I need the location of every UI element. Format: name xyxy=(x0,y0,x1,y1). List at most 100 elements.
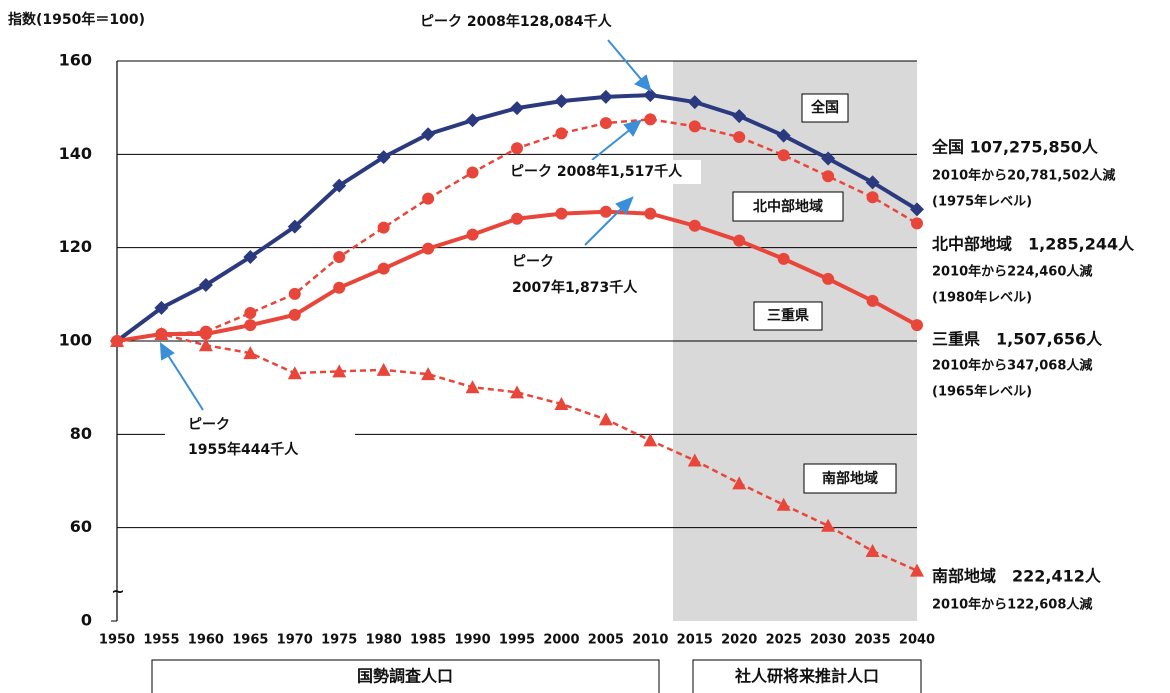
marker xyxy=(244,319,257,332)
marker xyxy=(688,219,701,232)
marker xyxy=(154,327,169,340)
arrow xyxy=(165,351,204,411)
x-tick-label: 2000 xyxy=(543,633,579,648)
annotation: ピーク xyxy=(512,254,554,270)
legend-label: 全国 xyxy=(810,99,839,116)
arrow xyxy=(607,39,646,85)
arrows xyxy=(159,39,652,411)
marker xyxy=(333,251,346,263)
end-label: (1980年レベル) xyxy=(932,290,1032,306)
period-label: 国勢調査人口 xyxy=(357,667,453,686)
marker xyxy=(421,367,436,381)
marker xyxy=(866,294,879,307)
marker xyxy=(511,142,523,155)
marker xyxy=(598,89,613,104)
marker xyxy=(199,328,212,340)
marker xyxy=(732,476,747,490)
marker xyxy=(332,178,347,193)
marker xyxy=(198,338,213,352)
x-tick-label: 2005 xyxy=(588,633,624,648)
marker xyxy=(910,563,924,577)
marker xyxy=(599,117,612,130)
marker xyxy=(377,262,390,275)
marker xyxy=(511,212,523,225)
marker xyxy=(644,207,657,220)
marker xyxy=(732,109,747,124)
legend-box xyxy=(753,301,823,331)
marker xyxy=(554,94,569,109)
end-label: 北中部地域 1,285,244人 xyxy=(932,235,1135,254)
x-tick-label: 2040 xyxy=(899,633,935,648)
period-label: 社人研将来推計人口 xyxy=(734,667,879,686)
x-tick-label: 1980 xyxy=(366,633,402,648)
marker xyxy=(465,113,480,128)
marker xyxy=(911,319,923,332)
x-tick-label: 1960 xyxy=(188,633,224,648)
x-tick-label: 1990 xyxy=(454,633,490,648)
x-tick-label: 1995 xyxy=(499,633,535,648)
marker xyxy=(377,221,390,234)
marker xyxy=(422,192,435,205)
arrow-head xyxy=(634,74,652,92)
legend-label: 南部地域 xyxy=(822,470,878,487)
legend-label: 三重県 xyxy=(767,307,809,324)
marker xyxy=(287,219,302,234)
marker xyxy=(376,362,391,376)
annotation: 1955年444千人 xyxy=(188,441,299,458)
marker xyxy=(644,113,657,126)
y-tick-label: 160 xyxy=(59,51,92,70)
marker xyxy=(510,385,524,399)
x-tick-label: 2035 xyxy=(854,633,890,648)
marker xyxy=(465,380,480,394)
marker xyxy=(777,252,790,265)
marker xyxy=(288,308,301,321)
marker xyxy=(910,202,924,217)
marker xyxy=(333,281,346,294)
marker xyxy=(822,272,835,285)
x-tick-label: 2030 xyxy=(810,633,846,648)
marker xyxy=(421,127,436,142)
marker xyxy=(776,497,791,511)
annotation: 2007年1,873千人 xyxy=(512,279,638,296)
marker xyxy=(598,412,613,426)
marker xyxy=(821,151,836,166)
y-tick-label: 80 xyxy=(70,424,92,443)
y-tick-label: 100 xyxy=(59,331,92,350)
x-tick-label: 2015 xyxy=(677,633,713,648)
x-tick-label: 1970 xyxy=(277,633,313,648)
marker xyxy=(911,217,923,230)
y-tick-label: 60 xyxy=(70,517,92,536)
end-label: 2010年から224,460人減 xyxy=(932,264,1092,280)
arrow-head xyxy=(159,341,175,361)
legend-box xyxy=(803,463,897,494)
y-tick-label: 0 xyxy=(81,611,92,630)
marker xyxy=(822,170,835,183)
marker xyxy=(466,166,479,179)
marker xyxy=(865,175,880,190)
marker xyxy=(510,101,524,116)
end-label: 南部地域 222,412人 xyxy=(932,567,1102,586)
marker xyxy=(688,120,701,133)
arrow xyxy=(591,127,633,161)
end-label: 全国 107,275,850人 xyxy=(931,138,1099,157)
marker xyxy=(466,228,479,241)
x-tick-label: 2020 xyxy=(721,633,757,648)
marker xyxy=(643,433,658,447)
marker xyxy=(776,128,791,143)
marker xyxy=(554,397,569,410)
marker xyxy=(243,250,258,264)
legend-box xyxy=(732,191,844,222)
plot xyxy=(110,88,924,577)
period-box xyxy=(151,659,660,693)
x-tick-label: 1975 xyxy=(321,633,357,648)
marker xyxy=(687,453,702,467)
y-tick-label: 140 xyxy=(59,144,92,163)
marker xyxy=(110,334,124,347)
marker xyxy=(555,207,568,220)
end-label: (1975年レベル) xyxy=(932,194,1032,210)
marker xyxy=(733,234,746,247)
chart-title: 指数(1950年＝100) xyxy=(8,11,145,28)
marker xyxy=(288,287,301,300)
annotation: ピーク 2008年1,517千人 xyxy=(510,163,683,180)
